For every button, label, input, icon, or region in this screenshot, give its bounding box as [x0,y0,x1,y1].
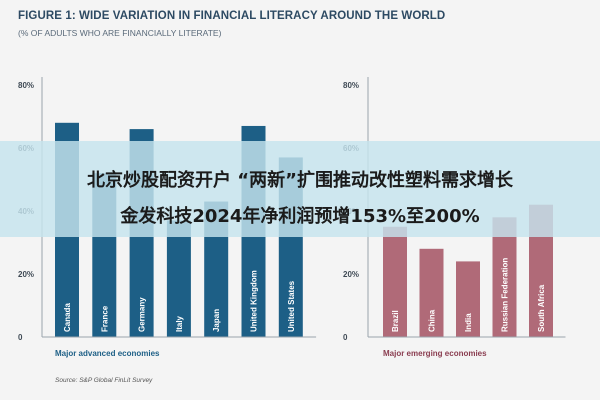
y-tick-label: 20% [343,270,359,279]
category-label: United Kingdom [250,270,259,332]
category-label: Canada [63,303,72,332]
category-label: France [100,305,109,332]
y-tick-label: 80% [18,81,34,90]
category-label: India [464,313,473,332]
category-label: Italy [175,315,184,332]
bar-india [456,261,480,337]
group-label: Major emerging economies [383,349,487,358]
group-label: Major advanced economies [55,349,160,358]
category-label: Brazil [391,310,400,332]
y-tick-label: 80% [343,81,359,90]
headline-line-2[interactable]: 金发科技2024年净利润预增153%至200% [120,206,480,227]
figure-title: FIGURE 1: WIDE VARIATION IN FINANCIAL LI… [18,10,446,22]
category-label: Japan [212,309,221,332]
bar-italy [166,220,191,337]
bar-china [419,248,444,337]
headline-banner [0,141,600,237]
y-tick-label: 0 [18,333,23,342]
bar-brazil [383,226,407,337]
category-label: Russian Federation [501,258,510,332]
category-label: Germany [138,297,147,332]
category-label: United States [287,280,296,332]
y-tick-label: 20% [18,270,34,279]
category-label: South Africa [537,284,546,332]
figure-subtitle: (% OF ADULTS WHO ARE FINANCIALLY LITERAT… [18,28,222,38]
category-label: China [428,309,437,332]
headline-line-1[interactable]: 北京炒股配资开户 “两新”扩围推动改性塑料需求增长 [87,170,513,191]
y-tick-label: 0 [343,333,348,342]
source-note: Source: S&P Global FinLit Survey [55,377,153,384]
bar-russian-federation [492,217,517,337]
